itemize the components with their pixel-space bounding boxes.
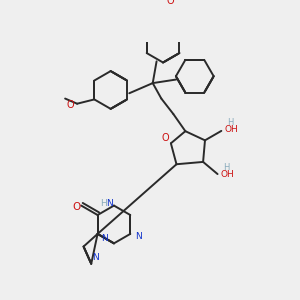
Text: O: O [162, 133, 169, 143]
Text: O: O [73, 202, 81, 212]
Text: OH: OH [221, 169, 235, 178]
Text: N: N [92, 253, 99, 262]
Text: OH: OH [225, 125, 238, 134]
Text: H: H [227, 118, 233, 127]
Text: O: O [67, 100, 74, 110]
Text: H: H [223, 163, 229, 172]
Text: N: N [101, 234, 108, 243]
Text: N: N [135, 232, 141, 241]
Text: N: N [106, 200, 113, 208]
Text: O: O [166, 0, 174, 6]
Text: H: H [100, 200, 107, 208]
